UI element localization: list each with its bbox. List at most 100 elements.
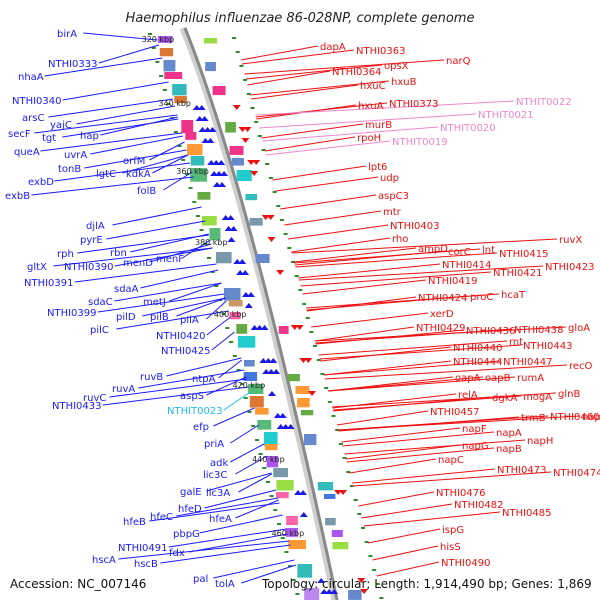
gene-label-nthit0022: NTHIT0022 bbox=[516, 97, 572, 108]
feature-box bbox=[164, 72, 183, 79]
feature-box bbox=[223, 288, 241, 301]
leader-line bbox=[318, 340, 508, 356]
reverse-strand-arrow bbox=[250, 171, 259, 176]
feature-box bbox=[278, 326, 289, 334]
kbp-tick-label: 420 kbp bbox=[233, 381, 266, 390]
feature-box bbox=[266, 456, 279, 468]
reverse-strand-arrow bbox=[241, 138, 250, 143]
gene-label-tonb: tonB bbox=[58, 164, 81, 175]
forward-strand-arrow bbox=[246, 292, 255, 297]
leader-line bbox=[287, 224, 389, 240]
gene-label-lic3c: lic3C bbox=[203, 470, 227, 481]
leader-line bbox=[182, 239, 211, 259]
gene-label-murb: murB bbox=[365, 120, 392, 131]
gene-label-nthi0363: NTHI0363 bbox=[356, 46, 406, 57]
leader-line bbox=[332, 392, 557, 408]
feature-box bbox=[248, 384, 264, 394]
leader-line bbox=[62, 81, 169, 101]
leader-line bbox=[323, 360, 502, 376]
reverse-strand-arrow bbox=[357, 578, 366, 583]
leader-line bbox=[90, 135, 183, 155]
feature-box bbox=[197, 192, 211, 200]
gene-label-ruva: ruvA bbox=[112, 384, 135, 395]
gene-label-quea: queA bbox=[14, 147, 40, 158]
leader-line bbox=[327, 376, 516, 392]
gene-label-pal: pal bbox=[193, 574, 208, 585]
forward-strand-arrow bbox=[241, 270, 250, 275]
feature-box bbox=[332, 542, 349, 550]
gene-labels: birA NTHI0333 nhaA NTHI0340 arsC yajC secF tgt h… bbox=[5, 29, 600, 590]
gene-label-nthi0436: NTHI0436 bbox=[466, 326, 516, 337]
feature-box bbox=[257, 420, 272, 430]
feature-box bbox=[249, 218, 263, 226]
feature-box bbox=[237, 336, 256, 348]
leader-line bbox=[163, 171, 193, 191]
leader-line bbox=[311, 312, 429, 328]
gene-label-bira: birA bbox=[57, 29, 77, 40]
gene-label-hxua: hxuA bbox=[358, 101, 384, 112]
genome-backbone bbox=[183, 27, 339, 600]
feature-box bbox=[190, 156, 205, 166]
gene-label-trmb: trmB bbox=[521, 413, 546, 424]
leader-line bbox=[291, 238, 558, 254]
gene-label-nthi0390: NTHI0390 bbox=[64, 262, 114, 273]
leader-line bbox=[319, 344, 522, 360]
feature-box bbox=[297, 398, 310, 408]
leader-line bbox=[112, 206, 202, 226]
gene-label-nthi0391: NTHI0391 bbox=[24, 278, 74, 289]
gene-label-pilc: pilC bbox=[90, 325, 109, 336]
leader-line bbox=[176, 297, 226, 317]
leader-line bbox=[166, 357, 242, 377]
feature-box bbox=[205, 62, 216, 72]
gene-label-nthi0438: NTHI0438 bbox=[514, 325, 564, 336]
feature-box bbox=[243, 372, 258, 381]
leader-line bbox=[250, 80, 390, 96]
gene-label-hfed: hfeD bbox=[178, 504, 202, 515]
forward-strand-arrow bbox=[206, 138, 215, 143]
gene-label-lnt: lnt bbox=[482, 245, 495, 256]
gene-label-lpt6: lpt6 bbox=[368, 162, 387, 173]
gene-label-menf: menF bbox=[156, 254, 184, 265]
gene-label-nthi0429: NTHI0429 bbox=[416, 323, 466, 334]
reverse-strand-arrow bbox=[232, 105, 241, 110]
leader-line bbox=[44, 57, 163, 77]
leader-line bbox=[140, 269, 219, 289]
leader-line bbox=[98, 44, 160, 64]
leader-line bbox=[247, 70, 331, 86]
reverse-strand-arrow bbox=[266, 215, 275, 220]
feature-box bbox=[304, 588, 320, 600]
gene-label-napd: napD bbox=[582, 412, 600, 423]
leader-line bbox=[363, 511, 501, 527]
leader-line bbox=[255, 100, 515, 116]
leader-line bbox=[230, 424, 260, 444]
feature-box bbox=[163, 60, 176, 72]
leader-line bbox=[251, 84, 359, 100]
leader-line bbox=[235, 499, 279, 519]
feature-box bbox=[273, 468, 288, 478]
gene-label-napg: napG bbox=[462, 441, 489, 452]
leader-line bbox=[300, 271, 492, 287]
leader-line bbox=[298, 263, 441, 279]
leader-line bbox=[358, 491, 435, 507]
leader-line bbox=[265, 140, 391, 156]
gene-label-reco: recO bbox=[569, 361, 593, 372]
gene-label-djla: djlA bbox=[86, 221, 105, 232]
leader-line bbox=[114, 282, 222, 302]
feature-box bbox=[317, 482, 334, 491]
gene-label-nthi0403: NTHI0403 bbox=[390, 221, 440, 232]
leader-line bbox=[258, 113, 477, 129]
leader-line bbox=[213, 559, 295, 579]
leader-line bbox=[284, 210, 382, 226]
gene-label-hxub: hxuB bbox=[391, 77, 417, 88]
gene-label-ntpa: ntpA bbox=[192, 374, 216, 385]
gene-label-nthi0474: NTHI0474 bbox=[553, 468, 600, 479]
gene-label-efp: efp bbox=[193, 422, 209, 433]
feature-box bbox=[264, 444, 278, 451]
reverse-strand-arrow bbox=[247, 160, 256, 165]
leader-line bbox=[352, 471, 552, 487]
feature-box bbox=[301, 410, 314, 416]
forward-strand-arrow bbox=[229, 226, 238, 231]
gene-label-ispg: ispG bbox=[442, 525, 464, 536]
gene-label-nthi0333: NTHI0333 bbox=[48, 59, 98, 70]
gene-label-nthi0473: NTHI0473 bbox=[497, 465, 547, 476]
